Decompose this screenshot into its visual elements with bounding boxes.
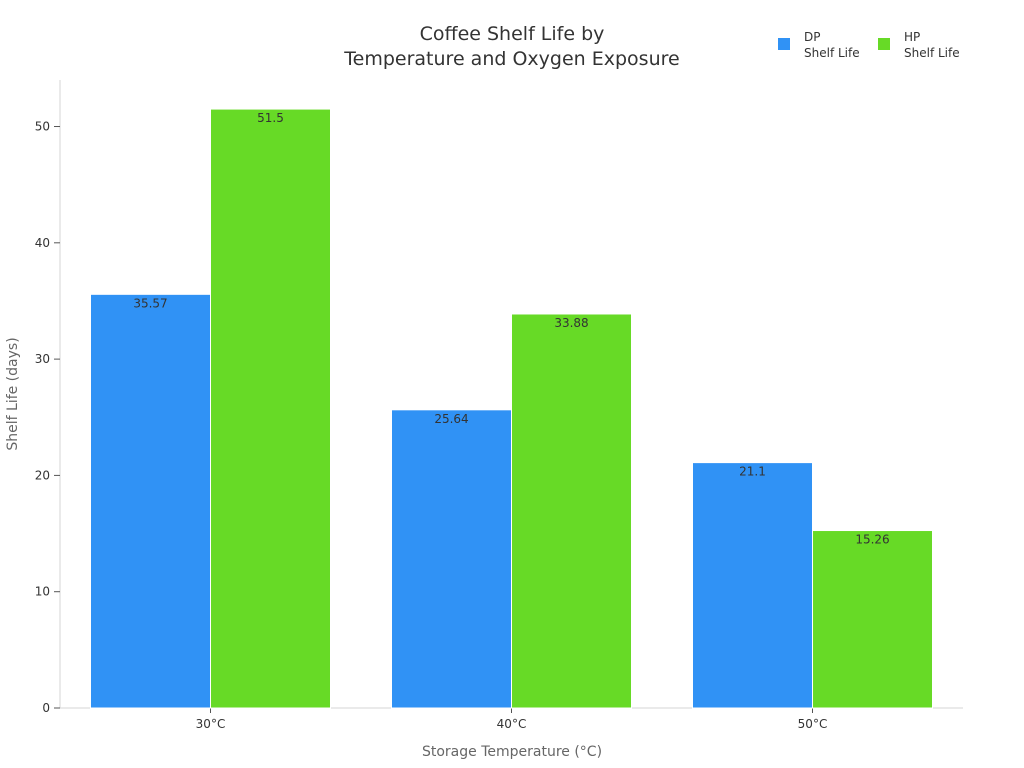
y-tick-label: 50 — [35, 120, 50, 134]
legend-label-hp-line-1: HP — [904, 30, 920, 44]
legend-label-dp-line-2: Shelf Life — [804, 46, 860, 60]
bar-dp-2 — [391, 409, 512, 709]
plot-area: 0 10 20 30 40 50 30°C 35.57 51.5 40°C 25.64 33.88 50… — [35, 80, 963, 731]
x-axis-title: Storage Temperature (°C) — [422, 744, 602, 760]
y-axis-title: Shelf Life (days) — [5, 337, 21, 450]
legend-swatch-dp — [778, 38, 790, 50]
legend-swatch-hp — [878, 38, 890, 50]
legend-label-dp-line-1: DP — [804, 30, 820, 44]
y-tick-label: 0 — [42, 701, 50, 715]
data-label: 35.57 — [133, 296, 167, 310]
x-tick-label: 40°C — [497, 717, 527, 731]
data-label: 33.88 — [554, 316, 588, 330]
chart-title-line-2: Temperature and Oxygen Exposure — [343, 48, 679, 70]
chart-title-line-1: Coffee Shelf Life by — [420, 23, 605, 45]
y-tick-label: 40 — [35, 236, 50, 250]
y-tick-label: 10 — [35, 585, 50, 599]
y-tick-label: 30 — [35, 352, 50, 366]
bar-dp-1 — [90, 293, 211, 709]
x-tick-label: 30°C — [196, 717, 226, 731]
data-label: 51.5 — [257, 111, 284, 125]
data-label: 15.26 — [855, 533, 889, 547]
bar-dp-3 — [692, 462, 813, 709]
legend-label-hp-line-2: Shelf Life — [904, 46, 960, 60]
y-tick-label: 20 — [35, 468, 50, 482]
legend: DP Shelf Life HP Shelf Life — [778, 30, 960, 60]
data-label: 21.1 — [739, 465, 766, 479]
bar-hp-1 — [210, 108, 331, 709]
bar-hp-2 — [511, 313, 632, 709]
x-tick-label: 50°C — [798, 717, 828, 731]
bar-hp-3 — [812, 530, 933, 709]
data-label: 25.64 — [434, 412, 468, 426]
